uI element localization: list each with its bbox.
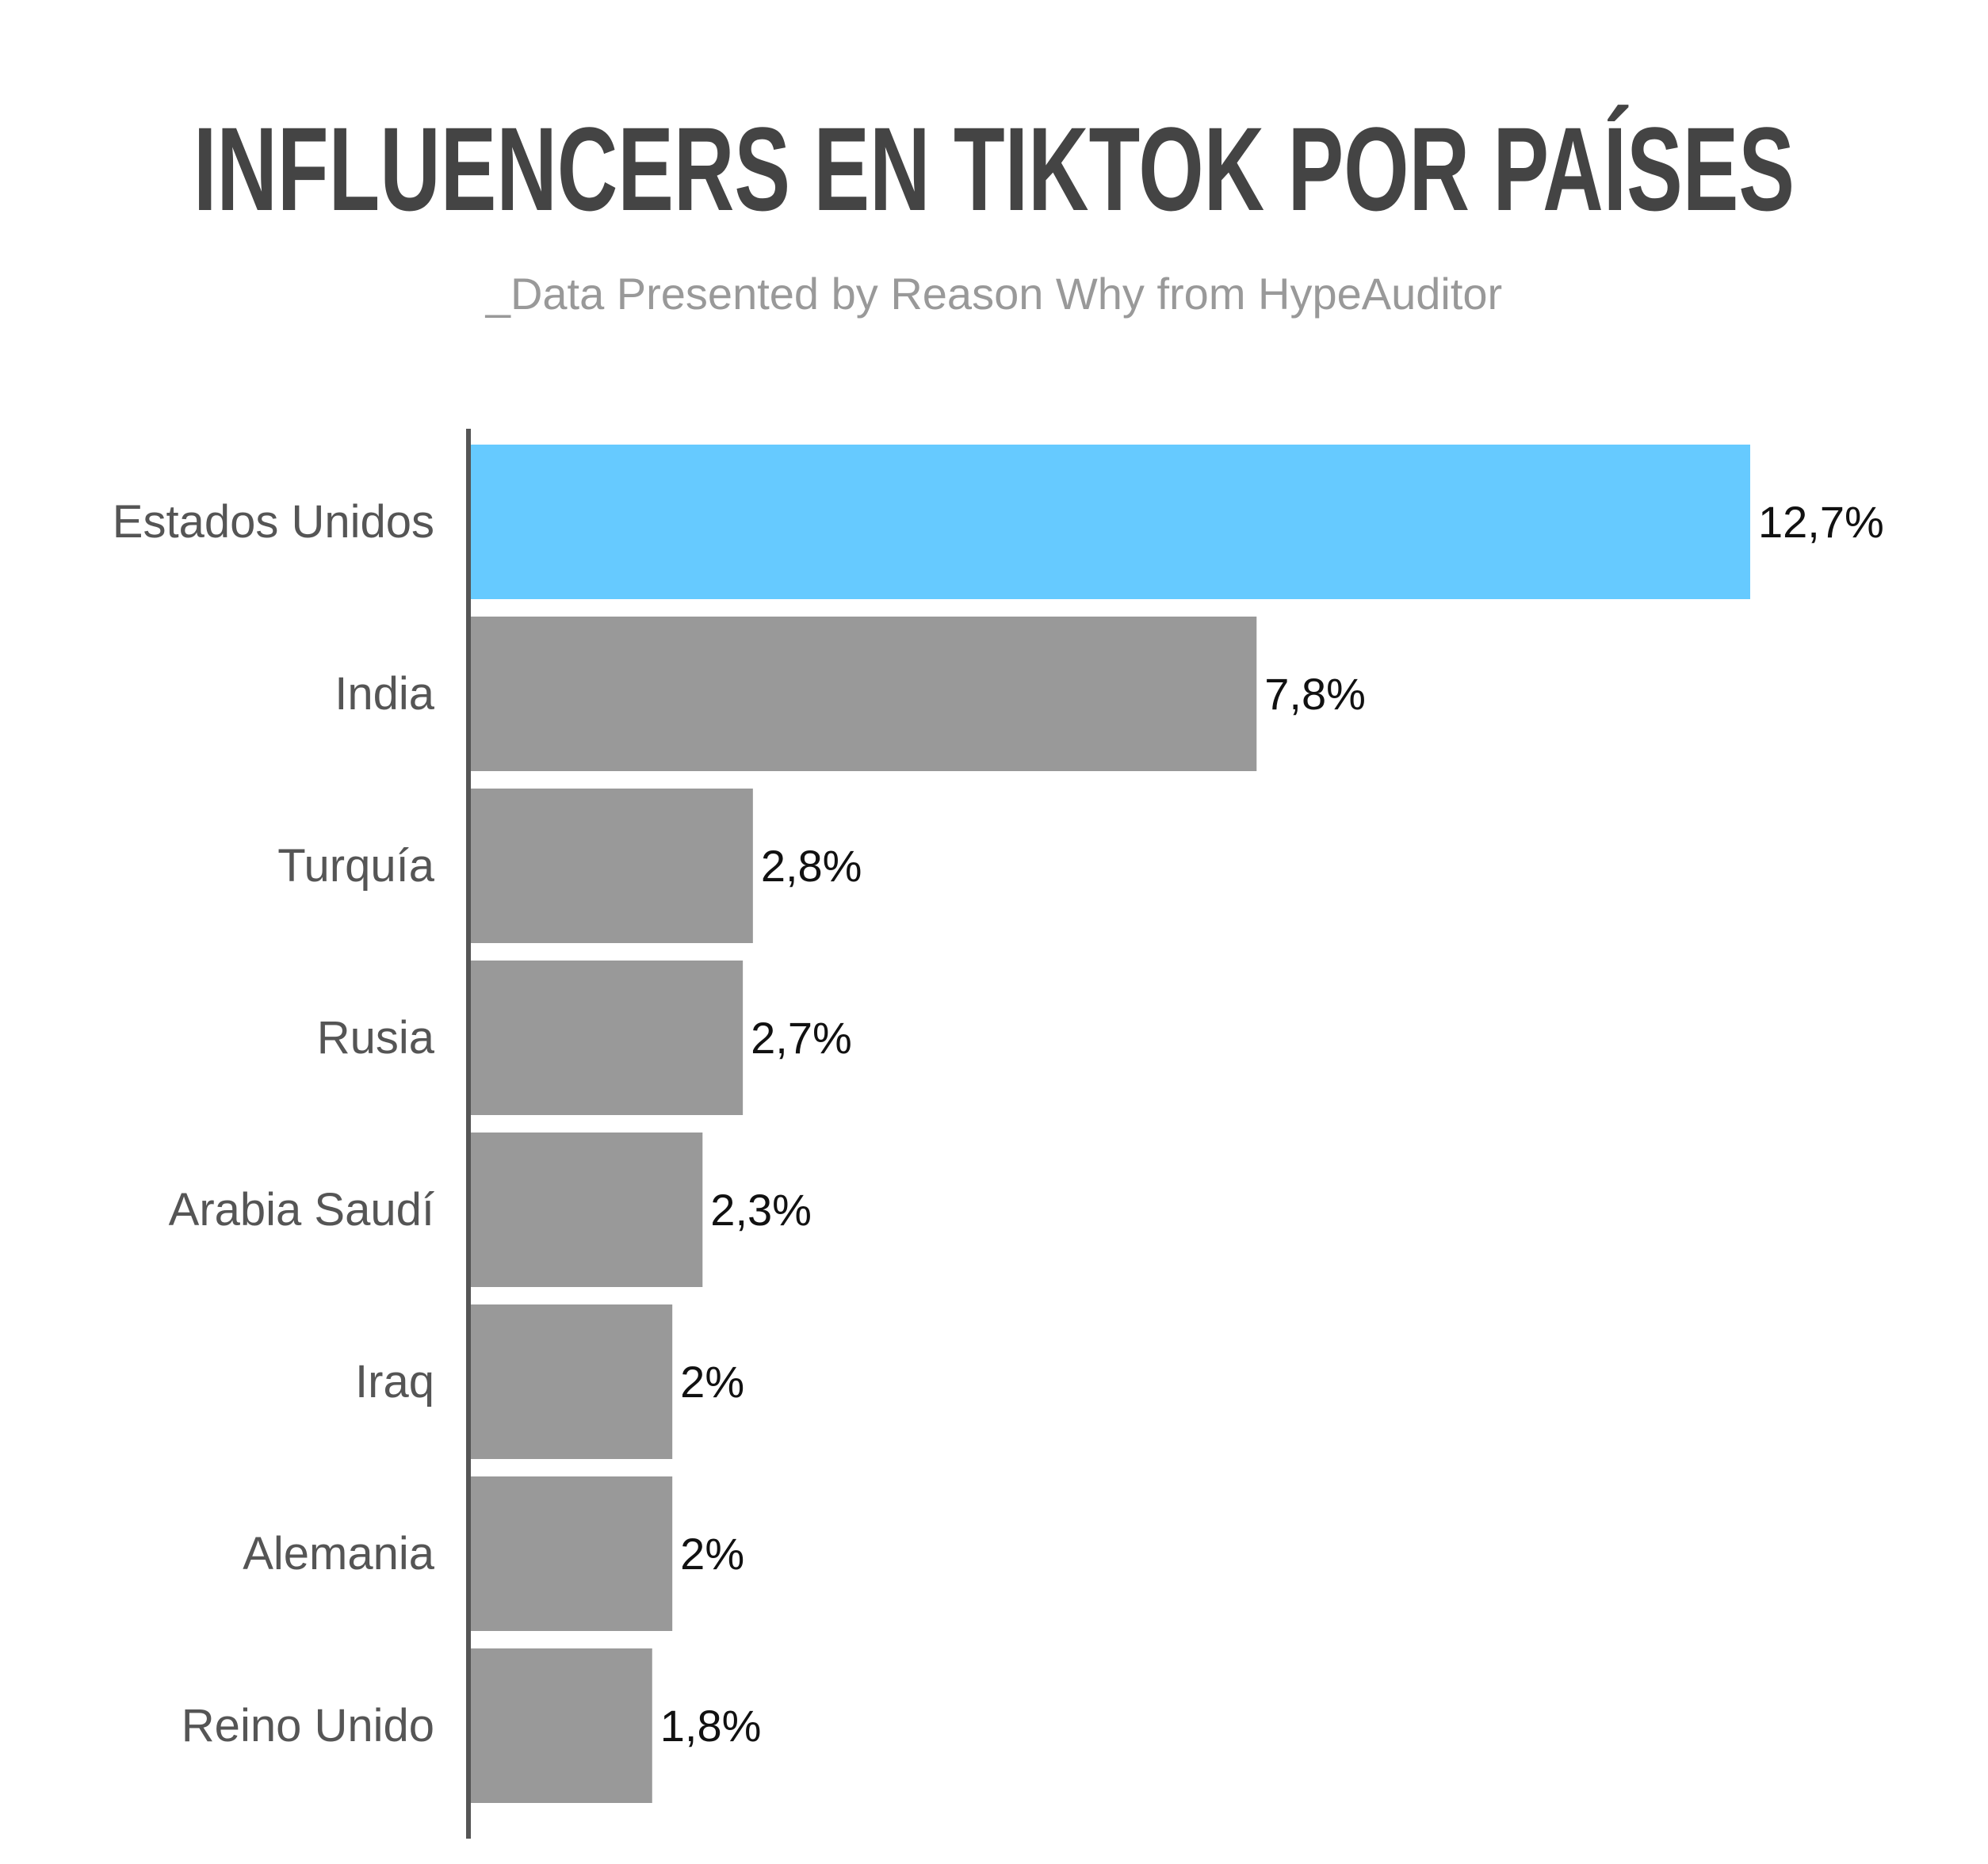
category-label-0: Estados Unidos bbox=[113, 496, 434, 548]
bar-3 bbox=[471, 961, 744, 1115]
category-label-7: Reino Unido bbox=[182, 1700, 434, 1751]
category-labels: Estados Unidos India Turquía Rusia Arabia Sa… bbox=[113, 496, 435, 1751]
value-label-1: 7,8% bbox=[1264, 669, 1366, 719]
bar-4 bbox=[471, 1133, 703, 1287]
bar-2 bbox=[471, 789, 753, 943]
category-label-3: Rusia bbox=[317, 1012, 435, 1064]
bar-5 bbox=[471, 1304, 673, 1459]
category-label-2: Turquía bbox=[277, 840, 434, 892]
bars-group bbox=[471, 445, 1750, 1803]
bar-0 bbox=[471, 445, 1750, 599]
bar-1 bbox=[471, 617, 1257, 771]
value-label-2: 2,8% bbox=[761, 841, 862, 891]
category-label-1: India bbox=[335, 668, 435, 720]
category-label-5: Iraq bbox=[355, 1356, 434, 1408]
chart-title: INFLUENCERS EN TIKTOK POR PAÍSES bbox=[193, 102, 1795, 235]
category-label-4: Arabia Saudí bbox=[169, 1184, 434, 1236]
chart-subtitle: _Data Presented by Reason Why from HypeA… bbox=[485, 269, 1502, 319]
bar-6 bbox=[471, 1476, 673, 1631]
value-label-3: 2,7% bbox=[751, 1013, 852, 1063]
bar-7 bbox=[471, 1648, 652, 1803]
value-label-5: 2% bbox=[680, 1357, 744, 1407]
value-label-6: 2% bbox=[680, 1529, 744, 1579]
category-label-6: Alemania bbox=[243, 1528, 435, 1579]
value-label-0: 12,7% bbox=[1758, 497, 1884, 547]
value-label-4: 2,3% bbox=[710, 1185, 812, 1235]
value-label-7: 1,8% bbox=[660, 1701, 762, 1751]
value-labels: 12,7% 7,8% 2,8% 2,7% 2,3% 2% 2% 1,8% bbox=[660, 497, 1884, 1751]
